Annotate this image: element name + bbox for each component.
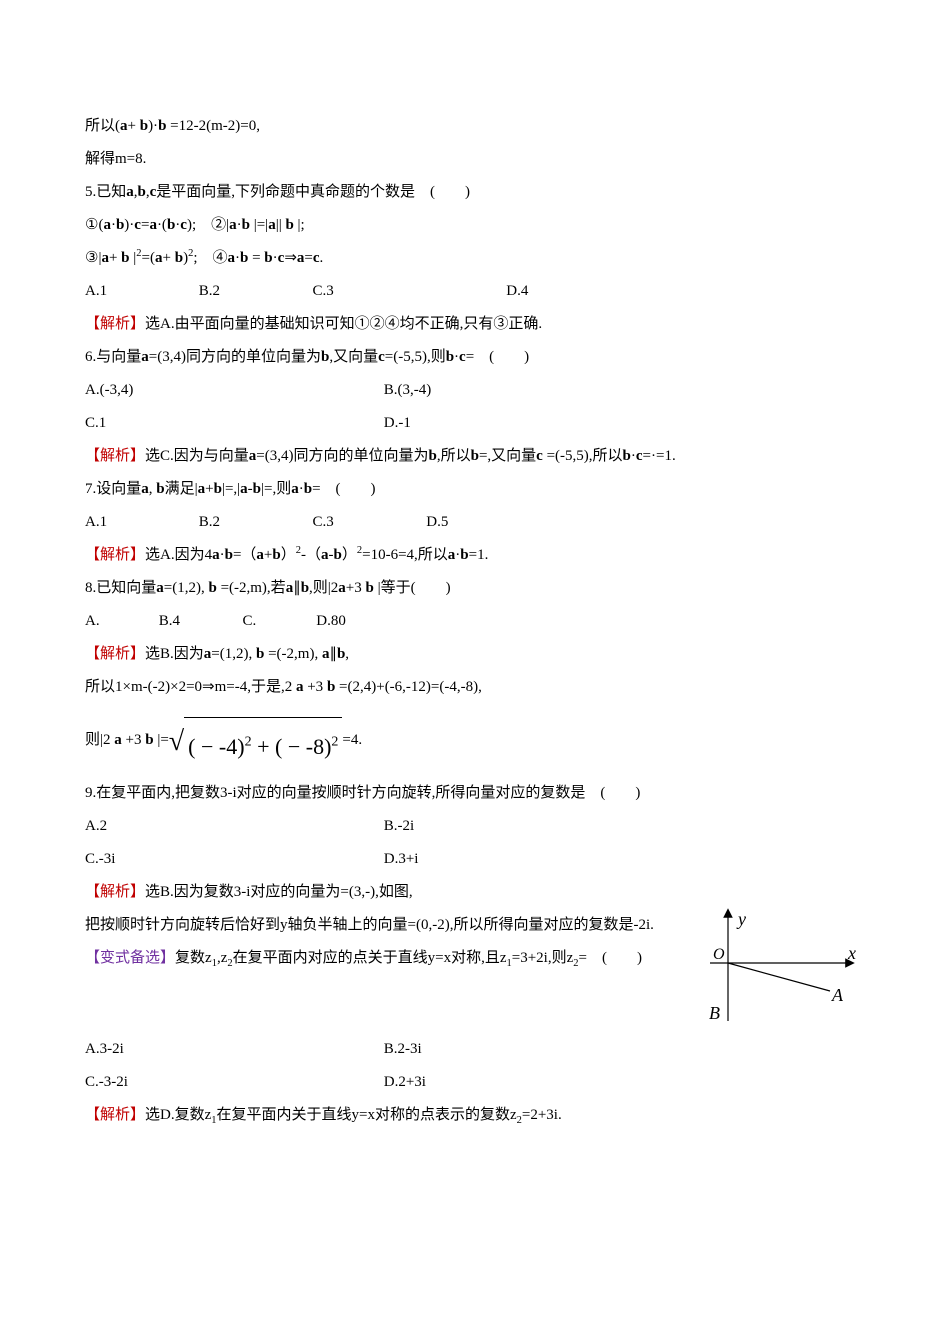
q9-stem: 9.在复平面内,把复数3-i对应的向量按顺时针方向旋转,所得向量对应的复数是 (… — [85, 777, 865, 810]
option-d: D.-1 — [384, 407, 411, 440]
option-d: D.80 — [316, 605, 346, 638]
point-a-label: A — [831, 985, 844, 1005]
q7-options: A.1 B.2 C.3 D.5 — [85, 506, 865, 539]
option-b: B.4 — [159, 605, 239, 638]
option-a: A.1 — [85, 275, 195, 308]
x-axis-label: x — [847, 943, 856, 963]
q5-options: A.1 B.2 C.3 D.4 — [85, 275, 865, 308]
q8-solution-2: 所以1×m-(-2)×2=0⇒m=-4,于是,2 a +3 b =(2,4)+(… — [85, 671, 865, 704]
option-c: C. — [243, 605, 313, 638]
option-d: D.3+i — [384, 843, 419, 876]
q9-options-1: A.2 B.-2i — [85, 810, 865, 843]
q9-options-2: C.-3i D.3+i — [85, 843, 865, 876]
option-a: A.1 — [85, 506, 195, 539]
option-b: B.(3,-4) — [384, 374, 432, 407]
q5-items-2: ③|a+ b |2=(a+ b)2; ④a·b = b·c⇒a=c. — [85, 242, 865, 275]
option-d: D.4 — [506, 275, 528, 308]
q7-stem: 7.设向量a, b满足|a+b|=,|a-b|=,则a·b= ( ) — [85, 473, 865, 506]
option-d: D.2+3i — [384, 1066, 426, 1099]
origin-label: O — [713, 946, 725, 963]
option-c: C.-3-2i — [85, 1066, 380, 1099]
q5-solution: 【解析】选A.由平面向量的基础知识可知①②④均不正确,只有③正确. — [85, 308, 865, 341]
q8-options: A. B.4 C. D.80 — [85, 605, 865, 638]
q9-solution-2: 把按顺时针方向旋转后恰好到y轴负半轴上的向量=(0,-2),所以所得向量对应的复… — [85, 909, 675, 942]
option-a: A. — [85, 605, 155, 638]
q7-solution: 【解析】选A.因为4a·b=（a+b）2-（a-b）2=10-6=4,所以a·b… — [85, 539, 865, 572]
text-line: 所以(a+ b)·b =12-2(m-2)=0, — [85, 110, 865, 143]
text-line: 解得m=8. — [85, 143, 865, 176]
q6-options-2: C.1 D.-1 — [85, 407, 865, 440]
sqrt-expr: √( − -4)2 + ( − -8)2 — [169, 704, 343, 777]
option-a: A.2 — [85, 810, 380, 843]
q5-stem: 5.已知a,b,c是平面向量,下列命题中真命题的个数是 ( ) — [85, 176, 865, 209]
q5-items-1: ①(a·b)·c=a·(b·c); ②|a·b |=|a|| b |; — [85, 209, 865, 242]
option-a: A.(-3,4) — [85, 374, 380, 407]
option-a: A.3-2i — [85, 1033, 380, 1066]
q6-options-1: A.(-3,4) B.(3,-4) — [85, 374, 865, 407]
q8-stem: 8.已知向量a=(1,2), b =(-2,m),若a∥b,则|2a+3 b |… — [85, 572, 865, 605]
q9v-options-2: C.-3-2i D.2+3i — [85, 1066, 865, 1099]
option-c: C.1 — [85, 407, 380, 440]
q6-solution: 【解析】选C.因为与向量a=(3,4)同方向的单位向量为b,所以b=,又向量c … — [85, 440, 865, 473]
option-c: C.-3i — [85, 843, 380, 876]
y-axis-label: y — [736, 909, 746, 929]
q9v-options-1: A.3-2i B.2-3i — [85, 1033, 865, 1066]
q8-solution-3: 则|2 a +3 b |=√( − -4)2 + ( − -8)2=4. — [85, 704, 865, 777]
q8-solution-1: 【解析】选B.因为a=(1,2), b =(-2,m), a∥b, — [85, 638, 865, 671]
option-d: D.5 — [426, 506, 448, 539]
option-b: B.-2i — [384, 810, 414, 843]
option-b: B.2-3i — [384, 1033, 422, 1066]
option-b: B.2 — [199, 275, 309, 308]
option-c: C.3 — [313, 275, 503, 308]
option-c: C.3 — [313, 506, 423, 539]
q9v-solution: 【解析】选D.复数z1在复平面内关于直线y=x对称的点表示的复数z2=2+3i. — [85, 1099, 865, 1132]
coord-diagram: y x O A B — [700, 903, 865, 1033]
q6-stem: 6.与向量a=(3,4)同方向的单位向量为b,又向量c=(-5,5),则b·c=… — [85, 341, 865, 374]
q9-variant: 【变式备选】复数z1,z2在复平面内对应的点关于直线y=x对称,且z1=3+2i… — [85, 942, 685, 975]
point-b-label: B — [709, 1003, 720, 1023]
option-b: B.2 — [199, 506, 309, 539]
